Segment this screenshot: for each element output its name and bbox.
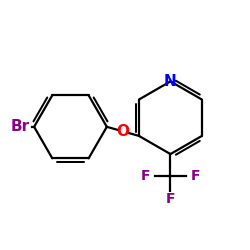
Text: F: F — [190, 169, 200, 183]
Text: F: F — [141, 169, 150, 183]
Text: F: F — [166, 192, 175, 206]
Text: N: N — [164, 74, 177, 89]
Text: O: O — [116, 124, 130, 139]
Text: Br: Br — [10, 119, 30, 134]
